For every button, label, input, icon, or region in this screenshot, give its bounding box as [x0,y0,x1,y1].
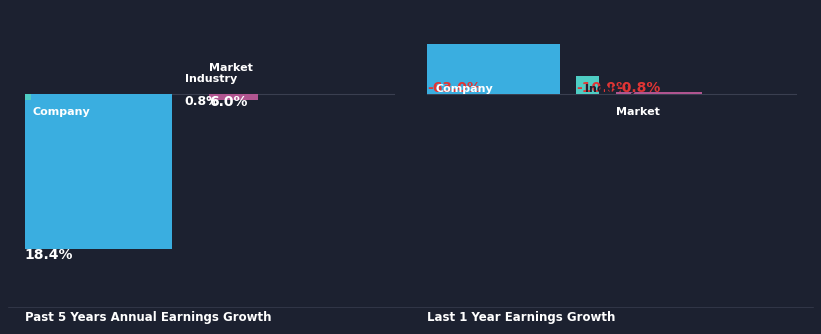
Text: -63.0%: -63.0% [427,81,481,95]
Bar [427,44,560,94]
Bar [616,92,702,94]
Text: Market: Market [616,107,659,117]
Text: 6.0%: 6.0% [209,95,248,109]
Text: -10.9%: -10.9% [576,81,631,95]
Text: 18.4%: 18.4% [25,248,73,262]
Text: Company: Company [435,84,493,94]
Bar [209,94,258,100]
Text: -0.8%: -0.8% [616,81,660,95]
Text: Last 1 Year Earnings Growth: Last 1 Year Earnings Growth [427,311,615,324]
Text: Company: Company [33,107,90,117]
Bar [25,94,31,100]
Text: 0.8%: 0.8% [185,95,219,108]
Text: Past 5 Years Annual Earnings Growth: Past 5 Years Annual Earnings Growth [25,311,271,324]
Text: Industry: Industry [585,84,637,94]
Bar [576,76,599,94]
Text: Industry: Industry [185,73,237,84]
Bar [25,94,172,249]
Text: Market: Market [209,63,253,73]
